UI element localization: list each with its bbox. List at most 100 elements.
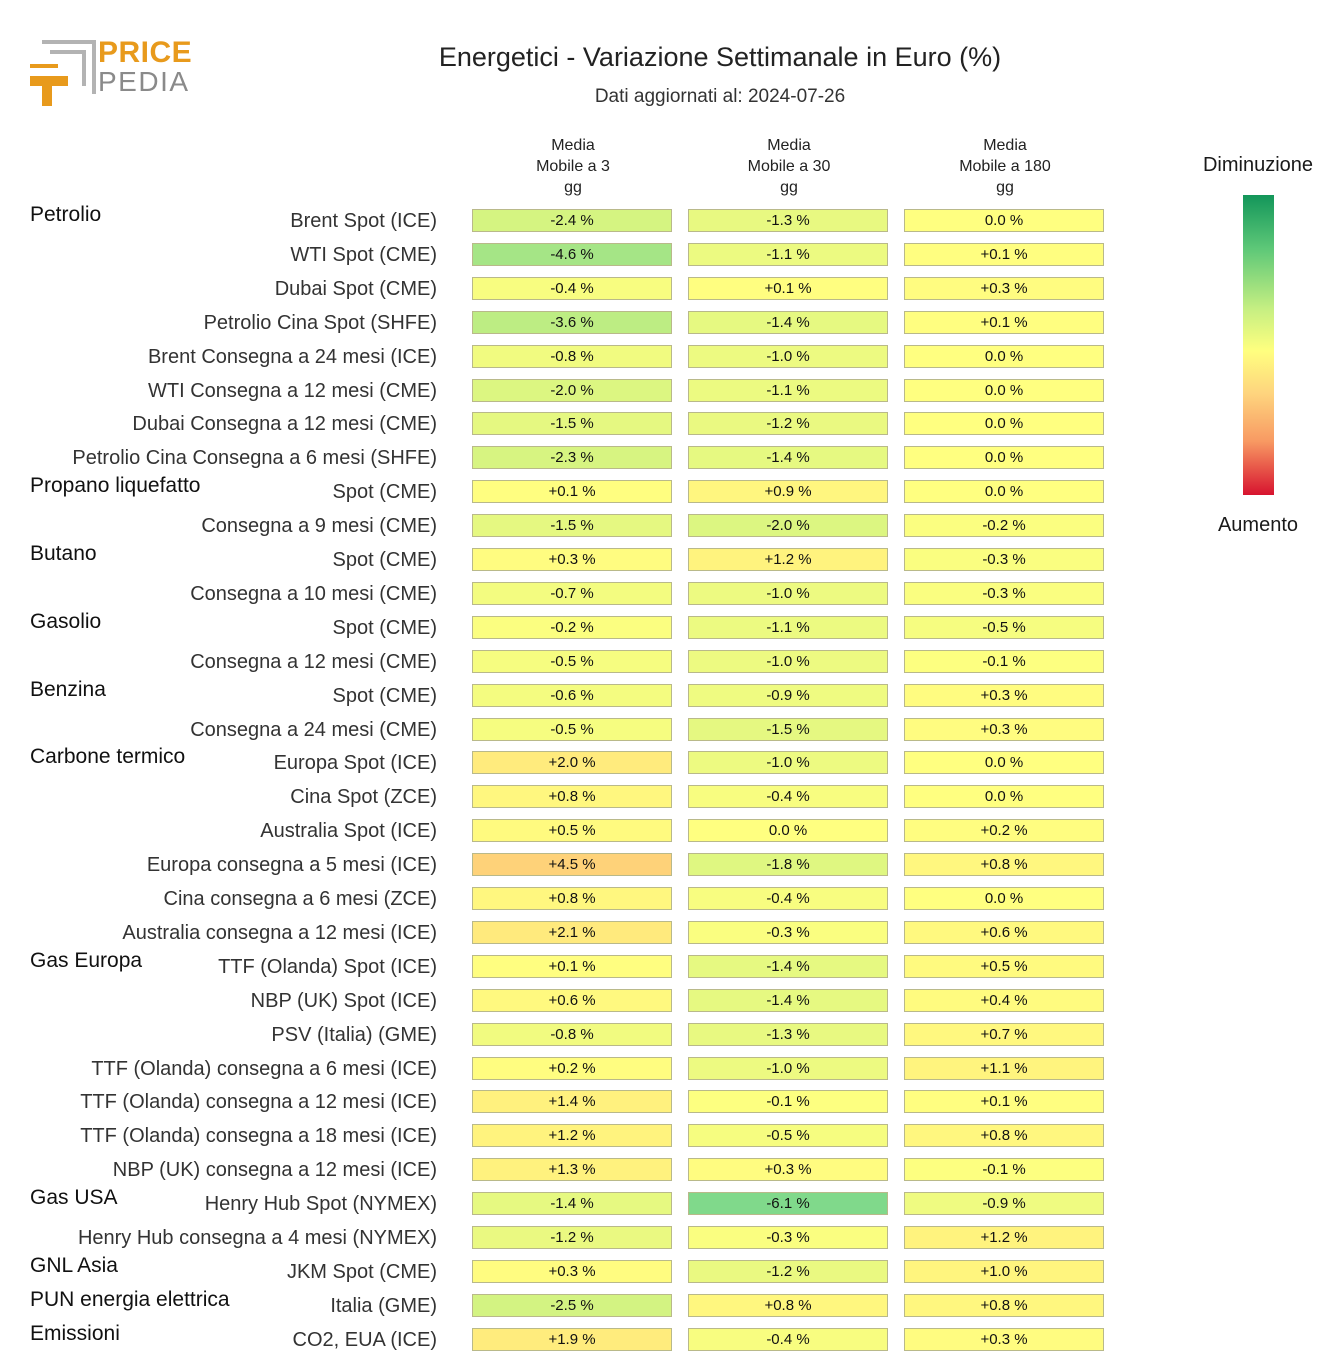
row-label: Spot (CME) [332,684,437,707]
heatmap-cell: -0.6 % [472,683,672,707]
heatmap-cell: -0.9 % [904,1192,1104,1216]
heatmap-cell: +0.3 % [472,548,672,571]
heatmap-cell: +1.1 % [904,1056,1104,1080]
heatmap-cell: 0.0 % [904,209,1104,232]
heatmap-cell: -0.4 % [688,1327,888,1351]
heatmap-cell: +0.9 % [688,480,888,504]
heatmap-cell: 0.0 % [904,344,1104,368]
heatmap-cell: +0.8 % [904,1293,1104,1317]
heatmap-cell: 0.0 % [904,446,1104,470]
heatmap-cell: -1.3 % [688,1022,888,1046]
row-label: JKM Spot (CME) [286,1260,437,1283]
column-header-ma3: Media Mobile a 3 gg [536,137,610,196]
heatmap-cell: +1.2 % [472,1124,672,1148]
row-label: Italia (GME) [330,1294,437,1317]
heatmap-cell: +0.1 % [904,1090,1104,1114]
row-label: CO2, EUA (ICE) [292,1328,437,1351]
heatmap-cell: -1.8 % [688,853,888,877]
heatmap-cell: 0.0 % [904,785,1104,809]
heatmap-cell: -0.5 % [472,649,672,673]
heatmap-cell: -1.4 % [688,446,888,470]
logo-word-pedia: PEDIA [98,66,190,97]
row-label: Petrolio Cina Consegna a 6 mesi (SHFE) [72,447,437,470]
row-label: Europa consegna a 5 mesi (ICE) [146,854,437,877]
legend-label-decrease: Diminuzione [1202,154,1314,176]
heatmap-cell: -4.6 % [472,242,672,266]
heatmap-cell: -0.9 % [688,683,888,707]
heatmap-cell: +0.3 % [688,1158,888,1182]
row-label: Spot (CME) [332,481,437,504]
heatmap-cell: -1.0 % [688,581,888,605]
pricepedia-logo: PRICE PEDIA [28,36,192,112]
heatmap-cell: -0.5 % [472,717,672,741]
group-label: Butano [30,542,97,565]
heatmap-cell: +0.8 % [904,1124,1104,1148]
heatmap-cell: +0.1 % [904,310,1104,334]
chart-subtitle: Dati aggiornati al: 2024-07-26 [594,86,846,107]
legend-color-scale [1243,195,1274,495]
heatmap-cell: -0.2 % [472,615,672,639]
heatmap-cell: +0.6 % [472,988,672,1012]
row-label: Australia consegna a 12 mesi (ICE) [122,921,437,944]
group-label: Gas Europa [30,948,143,972]
heatmap-cell: +0.3 % [904,1327,1104,1351]
heatmap-cell: -1.4 % [688,988,888,1012]
heatmap-cell: 0.0 % [904,378,1104,402]
row-label: Henry Hub Spot (NYMEX) [204,1193,437,1216]
heatmap-cell: 0.0 % [688,819,888,843]
heatmap-cell: -1.5 % [472,412,672,436]
heatmap-cell: -1.1 % [688,615,888,639]
heatmap-cell: +0.8 % [688,1293,888,1317]
row-label: WTI Consegna a 12 mesi (CME) [148,379,437,402]
heatmap-cell: -2.0 % [688,514,888,538]
heatmap-cell: -1.5 % [688,717,888,741]
row-label: Consegna a 24 mesi (CME) [190,718,437,741]
heatmap-cell: -1.3 % [688,209,888,232]
row-label: TTF (Olanda) consegna a 12 mesi (ICE) [80,1091,437,1114]
heatmap-cell: -0.8 % [472,344,672,368]
row-label: TTF (Olanda) consegna a 6 mesi (ICE) [91,1057,437,1080]
heatmap-cell: -2.0 % [472,378,672,402]
heatmap-cell: +0.8 % [904,853,1104,877]
heatmap-cell: +0.1 % [904,242,1104,266]
heatmap-cell: -1.4 % [688,310,888,334]
heatmap-cell: -2.5 % [472,1293,672,1317]
heatmap-cell: -1.2 % [688,1259,888,1283]
heatmap-cell: +4.5 % [472,853,672,877]
heatmap-cell: 0.0 % [904,480,1104,504]
heatmap-cell: -0.3 % [688,1226,888,1249]
row-label: Australia Spot (ICE) [260,820,437,843]
heatmap-cell: +0.2 % [904,819,1104,843]
heatmap-cell: -1.0 % [688,751,888,775]
heatmap-cell: -0.3 % [904,548,1104,571]
group-label: GNL Asia [30,1253,118,1277]
heatmap-cell: +0.1 % [472,480,672,504]
heatmap-cell: -1.0 % [688,344,888,368]
row-label: TTF (Olanda) consegna a 18 mesi (ICE) [80,1125,437,1148]
heatmap-cell: +0.8 % [472,785,672,809]
heatmap-cell: -1.2 % [472,1226,672,1249]
heatmap-cell: +0.6 % [904,920,1104,944]
heatmap-cell: -0.4 % [688,887,888,910]
heatmap-cell: -0.3 % [688,920,888,944]
heatmap-cell: +0.5 % [472,819,672,843]
heatmap-cell: +0.8 % [472,887,672,910]
group-label: Emissioni [30,1321,120,1345]
column-header-ma180: Media Mobile a 180 gg [959,137,1051,196]
heatmap-cell: +0.4 % [904,988,1104,1012]
heatmap-cell: -1.2 % [688,412,888,436]
heatmap-cell: -1.1 % [688,378,888,402]
heatmap-cell: +1.2 % [904,1226,1104,1249]
heatmap-cell: -1.1 % [688,242,888,266]
group-label: Carbone termico [30,745,186,769]
row-label: NBP (UK) consegna a 12 mesi (ICE) [112,1159,437,1182]
heatmap-cell: -0.1 % [904,649,1104,673]
heatmap-cell: +2.0 % [472,751,672,775]
heatmap-cell: -3.6 % [472,310,672,334]
heatmap-cell: +0.5 % [904,954,1104,978]
heatmap-cell: -6.1 % [688,1192,888,1216]
heatmap-cell: +0.7 % [904,1022,1104,1046]
row-label: Spot (CME) [332,549,437,571]
heatmap-cell: +1.0 % [904,1259,1104,1283]
heatmap-cell: +0.3 % [904,717,1104,741]
